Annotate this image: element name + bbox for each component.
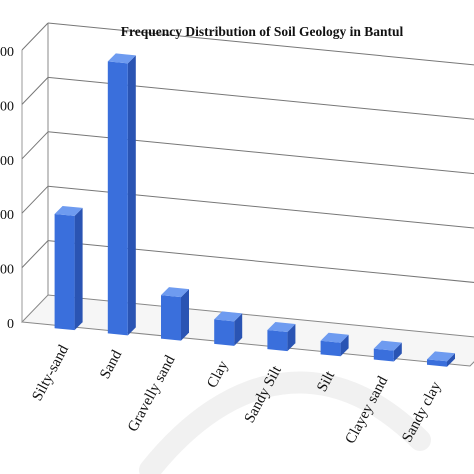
bar-front — [373, 348, 394, 362]
bars — [54, 53, 455, 367]
gridline-side — [21, 185, 49, 214]
y-tick-label: 00 — [0, 99, 14, 114]
bar-side — [393, 342, 402, 362]
bar — [54, 205, 83, 331]
bar — [161, 287, 189, 341]
x-tick-label: Gravelly sand — [125, 353, 179, 435]
y-tick-label: 00 — [0, 263, 14, 278]
bar-side — [234, 313, 243, 346]
bar — [267, 322, 296, 352]
gridline-side — [21, 22, 49, 51]
bar-top — [320, 332, 349, 343]
bar-front — [427, 359, 447, 367]
bar-top — [107, 53, 136, 64]
bar-top — [214, 311, 243, 322]
y-tick-label: 00 — [0, 154, 14, 169]
watermark-swoosh — [139, 371, 431, 474]
bar-side — [287, 324, 296, 352]
bar — [214, 311, 243, 346]
bar-front — [214, 319, 235, 346]
bar-front — [107, 61, 128, 336]
bar — [107, 53, 136, 336]
bar — [320, 332, 349, 357]
gridlines — [21, 22, 474, 283]
bar-top — [373, 340, 402, 351]
gridline-side — [21, 77, 49, 105]
bar-top — [427, 351, 455, 362]
bar-side — [447, 353, 455, 367]
y-tick-label: 00 — [0, 45, 14, 60]
bar-top — [267, 322, 296, 333]
bar-side — [74, 207, 83, 331]
gridline-side — [21, 240, 49, 268]
bar-front — [161, 295, 181, 341]
bar-front — [54, 213, 75, 331]
x-tick-label: Sand — [97, 347, 125, 381]
bar-side — [340, 334, 349, 357]
y-tick-label: 00 — [0, 208, 14, 223]
bar-side — [181, 289, 189, 341]
bar-top — [161, 287, 189, 298]
gridline-side — [21, 131, 49, 160]
bar — [373, 340, 402, 362]
floor-plane — [20, 294, 474, 367]
x-tick-label: Silty-sand — [29, 342, 72, 404]
bar-front — [320, 340, 341, 357]
y-tick-label: 0 — [7, 317, 14, 332]
bar-top — [54, 205, 83, 216]
x-tick-label: Clay — [204, 358, 232, 391]
chart-walls — [20, 23, 474, 367]
bar-front — [267, 330, 288, 352]
gridline — [47, 22, 474, 66]
chart-title: Frequency Distribution of Soil Geology i… — [121, 24, 404, 39]
bar — [427, 351, 455, 367]
bar-side — [127, 55, 136, 336]
